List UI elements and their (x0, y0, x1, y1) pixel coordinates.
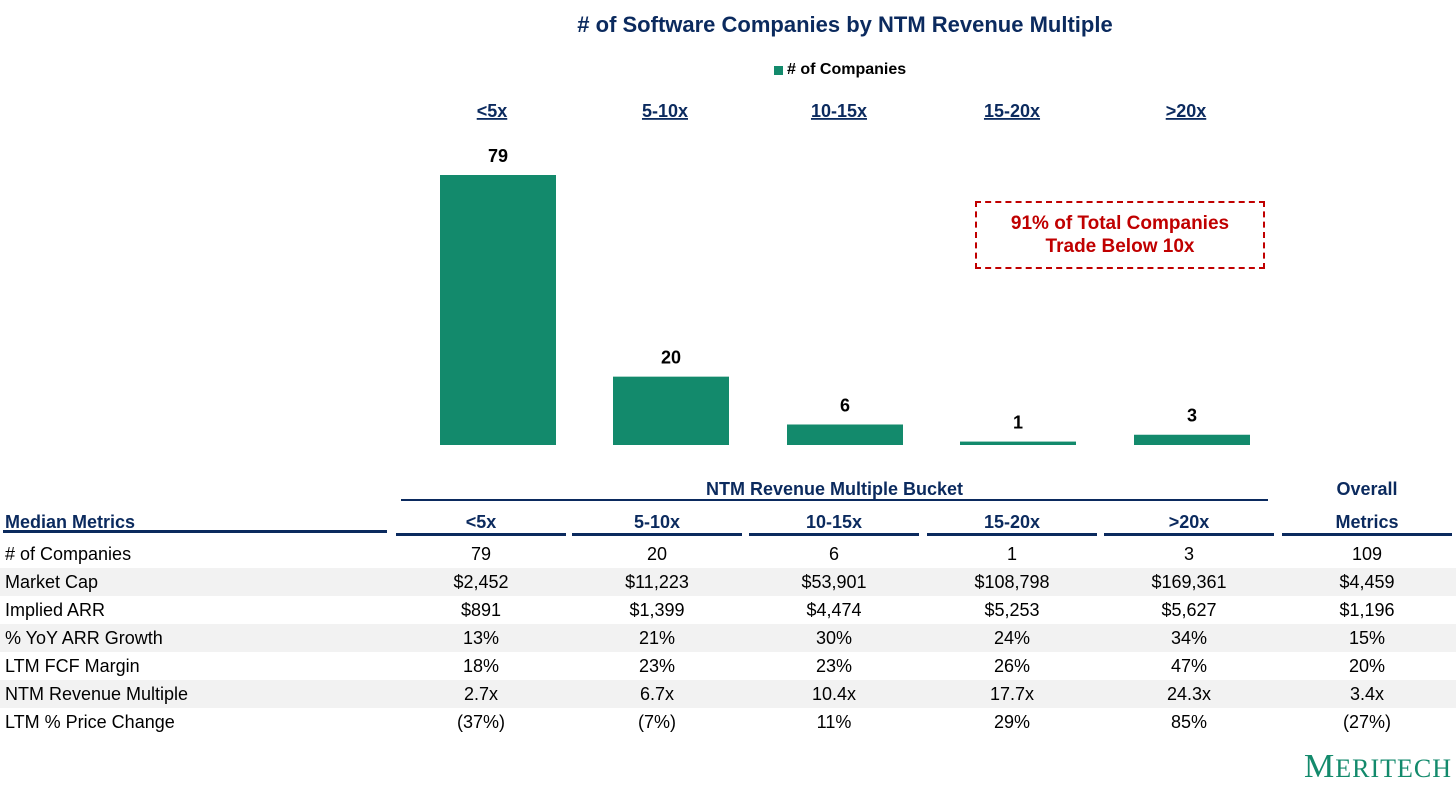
table-row: Market Cap $2,452 $11,223 $53,901 $108,798 $1… (0, 568, 1456, 596)
callout-line-2: Trade Below 10x (1045, 236, 1195, 257)
chart-legend: # of Companies (774, 61, 906, 79)
overall-cell: (27%) (1342, 712, 1391, 732)
bar-3 (960, 441, 1076, 445)
table-cell: 11% (816, 712, 852, 732)
table-row: # of Companies 79 20 6 1 3 109 (0, 540, 1456, 568)
table-cell: 17.7x (989, 684, 1035, 704)
table-cell: 3 (1183, 544, 1194, 564)
table-cell: $1,399 (629, 600, 685, 620)
row-label: LTM % Price Change (5, 712, 175, 732)
bar-0 (440, 175, 556, 445)
row-header-label: Median Metrics (3, 511, 387, 533)
table-cell: (7%) (637, 712, 676, 732)
category-label-0: <5x (477, 101, 508, 121)
data-label-3: 1 (1013, 413, 1023, 433)
data-label-4: 3 (1187, 406, 1197, 426)
table-cell: $5,627 (1161, 600, 1217, 620)
legend-swatch (774, 65, 783, 75)
table-cell: $169,361 (1151, 572, 1227, 592)
callout-box: 91% of Total Companies Trade Below 10x (975, 201, 1265, 269)
column-header-overall: Metrics (1282, 511, 1452, 536)
table-cell: 23% (638, 656, 676, 676)
table-cell: 2.7x (463, 684, 499, 704)
table-cell: 47% (1170, 656, 1208, 676)
table-cell: 6 (828, 544, 839, 564)
table-cell: $891 (460, 600, 502, 620)
overall-cell: $4,459 (1339, 572, 1395, 592)
overall-cell: 20% (1348, 656, 1386, 676)
table-cell: 1 (1006, 544, 1017, 564)
table-cell: $5,253 (984, 600, 1040, 620)
legend-label: # of Companies (787, 61, 907, 78)
category-label-1: 5-10x (642, 101, 688, 121)
column-header-4: >20x (1104, 511, 1274, 536)
column-header-2: 10-15x (749, 511, 919, 536)
table-row: Implied ARR $891 $1,399 $4,474 $5,253 $5,627 $… (0, 596, 1456, 624)
table-cell: 23% (815, 656, 853, 676)
table-cell: 10.4x (811, 684, 857, 704)
data-label-0: 79 (488, 146, 508, 166)
table-cell: 34% (1170, 628, 1208, 648)
table-row: NTM Revenue Multiple 2.7x 6.7x 10.4x 17.7x 24… (0, 680, 1456, 708)
row-label: Market Cap (5, 572, 99, 592)
table-cell: 79 (470, 544, 492, 564)
bar-4 (1134, 434, 1250, 445)
data-label-2: 6 (840, 395, 850, 415)
overall-cell: 109 (1351, 544, 1383, 564)
meritech-logo: MERITECH (1304, 748, 1452, 786)
table-row: LTM % Price Change (37%) (7%) 11% 29% 85% (27%… (0, 708, 1456, 736)
data-label-1: 20 (661, 348, 681, 368)
table-cell: 26% (993, 656, 1031, 676)
category-label-3: 15-20x (984, 101, 1040, 121)
bar-chart: <5x 79 5-10x 20 10-15x 6 15-20x 1 >20x 3 (440, 101, 1250, 445)
category-label-4: >20x (1166, 101, 1207, 121)
overall-header: Overall (1336, 479, 1398, 499)
bucket-group-header: NTM Revenue Multiple Bucket (401, 479, 1268, 501)
logo-initial: M (1304, 748, 1336, 785)
table-cell: 24% (993, 628, 1031, 648)
chart-title: # of Software Companies by NTM Revenue M… (577, 12, 1113, 37)
table-cell: 24.3x (1166, 684, 1212, 704)
table-cell: 13% (462, 628, 500, 648)
table-row: LTM FCF Margin 18% 23% 23% 26% 47% 20% (0, 652, 1456, 680)
table-cell: $2,452 (453, 572, 509, 592)
category-label-2: 10-15x (811, 101, 867, 121)
table-cell: 18% (462, 656, 500, 676)
row-label: NTM Revenue Multiple (5, 684, 189, 704)
table-cell: 29% (993, 712, 1031, 732)
table-cell: 85% (1170, 712, 1208, 732)
row-label: Implied ARR (5, 600, 106, 620)
callout-line-1: 91% of Total Companies (1010, 213, 1230, 234)
table-cell: $11,223 (625, 572, 689, 592)
table-cell: 6.7x (639, 684, 675, 704)
overall-cell: 15% (1348, 628, 1386, 648)
table-cell: $4,474 (806, 600, 862, 620)
table-cell: (37%) (456, 712, 505, 732)
table-row: % YoY ARR Growth 13% 21% 30% 24% 34% 15% (0, 624, 1456, 652)
overall-cell: $1,196 (1339, 600, 1395, 620)
table-cell: 30% (815, 628, 853, 648)
logo-rest: ERITECH (1335, 754, 1452, 783)
row-label: # of Companies (5, 544, 132, 564)
column-header-1: 5-10x (572, 511, 742, 536)
table-cell: $53,901 (801, 572, 867, 592)
table-cell: $108,798 (974, 572, 1050, 592)
row-label: LTM FCF Margin (5, 656, 140, 676)
overall-cell: 3.4x (1349, 684, 1385, 704)
table-cell: 20 (646, 544, 668, 564)
table-cell: 21% (638, 628, 676, 648)
column-header-3: 15-20x (927, 511, 1097, 536)
bar-2 (787, 424, 903, 445)
row-label: % YoY ARR Growth (5, 628, 163, 648)
column-header-0: <5x (396, 511, 566, 536)
bar-1 (613, 376, 729, 445)
